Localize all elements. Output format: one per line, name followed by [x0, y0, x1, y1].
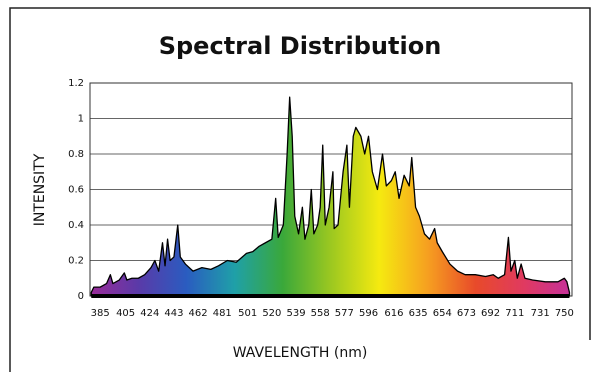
y-tick-label: 0.2 [68, 256, 84, 267]
x-axis-label: WAVELENGTH (nm) [233, 345, 368, 361]
x-tick-label: 750 [555, 308, 574, 319]
x-tick-label: 577 [335, 308, 354, 319]
x-tick-label: 462 [189, 308, 208, 319]
y-tick-label: 1.2 [68, 78, 84, 89]
x-tick-label: 635 [409, 308, 428, 319]
x-tick-label: 731 [531, 308, 550, 319]
y-axis-label: INTENSITY [32, 153, 48, 226]
x-tick-label: 558 [311, 308, 330, 319]
x-tick-label: 501 [238, 308, 257, 319]
y-tick-label: 0.6 [68, 185, 84, 196]
x-tick-label: 481 [213, 308, 232, 319]
y-tick-label: 0 [78, 291, 84, 302]
y-tick-label: 0.8 [68, 149, 84, 160]
x-tick-label: 520 [262, 308, 281, 319]
x-tick-label: 596 [359, 308, 378, 319]
frame [9, 7, 591, 372]
spectrum-area [90, 96, 571, 297]
chart-title: Spectral Distribution [159, 32, 442, 60]
x-tick-label: 405 [116, 308, 135, 319]
x-tick-label: 616 [384, 308, 403, 319]
x-tick-label: 424 [140, 308, 159, 319]
y-tick-label: 0.4 [68, 220, 84, 231]
x-tick-label: 673 [457, 308, 476, 319]
x-tick-label: 385 [91, 308, 110, 319]
x-tick-label: 711 [505, 308, 524, 319]
x-tick-label: 443 [164, 308, 183, 319]
x-tick-label: 692 [481, 308, 500, 319]
x-tick-label: 654 [433, 308, 452, 319]
x-tick-label: 539 [286, 308, 305, 319]
y-tick-label: 1 [78, 114, 84, 125]
